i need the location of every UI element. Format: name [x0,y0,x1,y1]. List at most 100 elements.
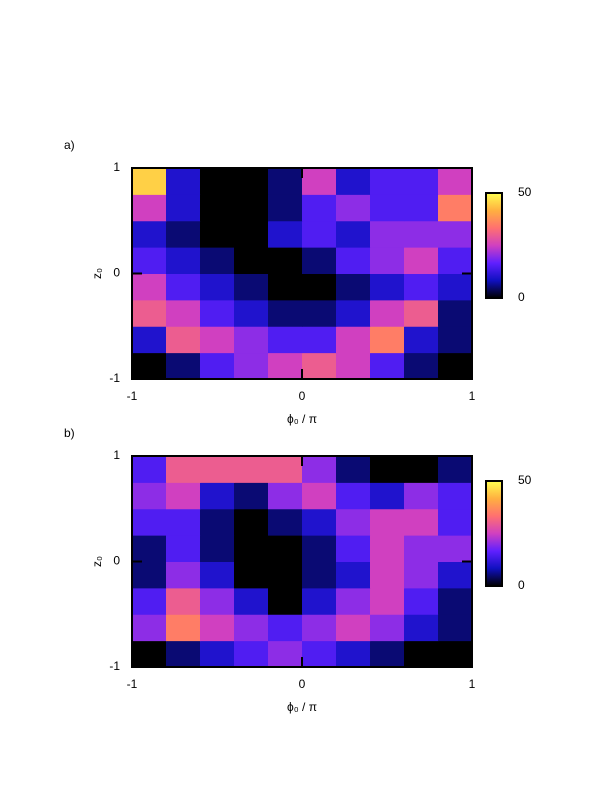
heat-cell [404,535,439,562]
heat-cell [200,640,235,668]
heat-cell [438,247,473,274]
heat-cell [200,326,235,354]
heat-cell [438,587,473,615]
heat-cell [200,614,235,642]
heat-cell [404,482,439,510]
heat-cell [166,482,201,510]
heat-cell [132,614,167,642]
heat-cell [336,194,371,222]
heat-cell [370,168,405,195]
heat-cell [132,352,167,380]
colorbar-tick-label: 50 [518,185,532,199]
heat-cell [336,168,371,195]
heat-cell [268,194,303,222]
heat-cell [438,614,473,642]
heat-cell [132,168,167,195]
heat-cell [132,247,167,274]
heat-cell [302,614,337,642]
heat-cell [166,168,201,195]
heat-cell [438,299,473,327]
heat-cell [132,561,167,589]
heat-cell [302,587,337,615]
heat-cell [438,535,473,562]
x-tick-label: 0 [299,389,306,403]
heat-cell [268,220,303,248]
heat-cell [404,220,439,248]
heat-cell [302,535,337,562]
heat-cell [404,456,439,483]
heat-cell [200,194,235,222]
y-axis-label: z₀ [90,556,104,567]
heat-cell [404,168,439,195]
heat-cell [370,456,405,483]
heat-cell [404,587,439,615]
heat-cell [166,561,201,589]
y-tick-label: -1 [109,371,120,385]
heat-cell [234,640,269,668]
heat-cell [370,326,405,354]
heat-cell [132,587,167,615]
heat-cell [200,247,235,274]
colorbar-tick-label: 0 [518,578,525,592]
heat-cell [438,508,473,536]
heat-cell [268,561,303,589]
heat-cell [132,535,167,562]
heat-cell [302,168,337,195]
heat-cell [200,561,235,589]
heat-cell [404,194,439,222]
colorbar-tick-label: 0 [518,290,525,304]
heat-cell [336,273,371,301]
heat-cell [370,508,405,536]
heat-cell [302,299,337,327]
heat-cell [404,247,439,274]
heat-cell [234,614,269,642]
heat-cell [370,273,405,301]
heat-cell [438,220,473,248]
heat-cell [370,614,405,642]
y-axis-label: z₀ [90,268,104,279]
heat-cell [132,273,167,301]
panel-label: b) [64,426,75,440]
heat-cell [234,220,269,248]
heat-cell [404,508,439,536]
heat-cell [302,352,337,380]
x-tick-label: -1 [127,677,138,691]
heat-cell [336,640,371,668]
heat-cell [200,535,235,562]
heat-cell [166,508,201,536]
heat-cell [438,482,473,510]
heat-cell [438,456,473,483]
heat-cell [234,168,269,195]
y-tick-label: 1 [113,448,120,462]
heat-cell [234,194,269,222]
heat-cell [268,299,303,327]
heat-cell [166,326,201,354]
heat-cell [166,299,201,327]
heat-cell [200,220,235,248]
heat-cell [302,247,337,274]
heat-cell [166,456,201,483]
heat-cell [336,299,371,327]
heat-cell [200,352,235,380]
heat-cell [200,587,235,615]
heat-cell [302,273,337,301]
heat-cell [268,614,303,642]
y-tick-label: 0 [113,554,120,568]
heat-cell [336,220,371,248]
heat-cell [404,352,439,380]
heat-cell [268,273,303,301]
heat-cell [336,352,371,380]
heat-cell [302,640,337,668]
heat-cell [234,456,269,483]
heat-cell [132,508,167,536]
heat-cell [166,220,201,248]
heat-cell [336,587,371,615]
heat-cell [404,273,439,301]
heat-cell [132,456,167,483]
heat-cell [438,273,473,301]
heat-cell [302,220,337,248]
heat-cell [166,587,201,615]
heat-cell [234,273,269,301]
x-axis-label: ϕ₀ / π [287,700,317,714]
